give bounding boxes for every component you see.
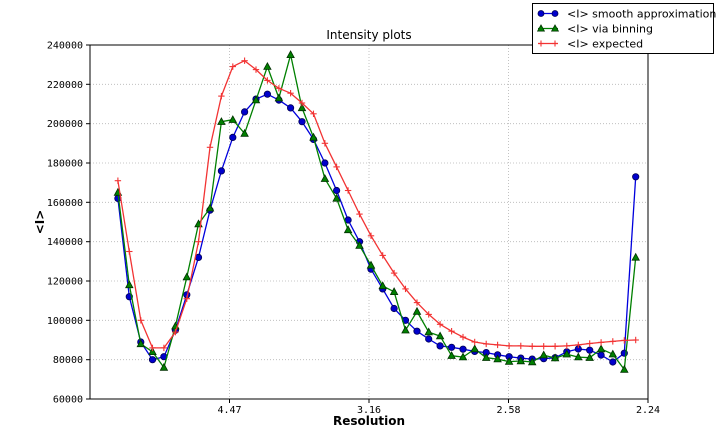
data-point-circle (241, 108, 249, 116)
legend-marker-circle (551, 10, 559, 17)
legend-label: <I> smooth approximation (567, 7, 716, 20)
data-point-triangle (527, 357, 537, 366)
data-point-circle (390, 304, 398, 313)
data-point-triangle (159, 362, 169, 371)
y-tick-label: 140000 (47, 237, 83, 248)
x-axis-label: Resolution (332, 414, 406, 428)
data-point-circle (459, 345, 467, 353)
data-point-triangle (504, 356, 514, 365)
series-smooth-approximation (114, 90, 640, 366)
data-point-circle (332, 186, 341, 195)
data-point-triangle (378, 281, 387, 290)
y-tick-label: 180000 (47, 159, 83, 170)
x-tick-label: 3.16 (357, 405, 381, 416)
series-line (117, 54, 637, 371)
data-point-circle (298, 118, 306, 126)
legend-label: <I> expected (567, 37, 643, 50)
y-tick-label: 220000 (47, 80, 83, 91)
data-point-triangle (596, 344, 606, 353)
data-point-circle (436, 342, 444, 350)
data-point-triangle (493, 354, 502, 363)
legend-label: <I> via binning (567, 22, 653, 35)
data-point-triangle (620, 364, 629, 373)
data-point-circle (217, 167, 225, 175)
y-tick-label: 60000 (53, 395, 83, 406)
chart-title: Intensity plots (326, 28, 412, 42)
data-point-triangle (355, 240, 364, 249)
data-point-circle (597, 351, 605, 359)
data-point-triangle (182, 272, 192, 281)
series-via-binning (113, 50, 640, 373)
data-point-triangle (412, 306, 422, 315)
data-point-triangle (251, 95, 261, 104)
legend-entry: <I> smooth approximation (537, 7, 716, 20)
data-point-circle (263, 90, 271, 98)
x-tick-label: 2.24 (636, 405, 660, 416)
data-point-triangle (148, 347, 157, 355)
data-point-circle (321, 159, 329, 167)
data-point-triangle (631, 252, 640, 261)
legend: <I> smooth approximation <I> via binning <… (532, 3, 716, 54)
x-tick-label: 4.47 (217, 405, 241, 416)
data-point-triangle (366, 260, 376, 269)
data-point-triangle (205, 203, 215, 212)
x-tick-label: 2.58 (496, 405, 520, 416)
data-point-triangle (240, 128, 249, 137)
y-axis-label: <I> (33, 209, 47, 235)
legend-marker-triangle (536, 24, 546, 32)
data-point-triangle (447, 351, 456, 359)
data-point-triangle (332, 193, 341, 202)
y-tick-label: 100000 (47, 316, 83, 327)
data-point-circle (413, 327, 421, 335)
data-point-triangle (309, 132, 318, 141)
data-point-triangle (389, 287, 399, 295)
data-point-triangle (481, 353, 491, 361)
data-point-triangle (343, 225, 353, 234)
data-point-circle (447, 343, 456, 351)
y-tick-label: 120000 (47, 277, 83, 288)
legend-entry: <I> expected (538, 37, 643, 50)
data-point-circle (286, 104, 295, 112)
data-point-triangle (458, 352, 468, 361)
legend-marker-circle (537, 10, 545, 17)
data-point-triangle (550, 353, 560, 362)
data-point-triangle (217, 117, 226, 125)
data-point-triangle (516, 356, 526, 365)
data-point-triangle (125, 280, 134, 289)
data-point-circle (148, 356, 157, 364)
data-point-triangle (574, 352, 583, 361)
data-point-circle (425, 335, 433, 343)
data-point-triangle (136, 339, 146, 348)
data-point-triangle (424, 327, 433, 336)
legend-box (532, 3, 714, 54)
data-point-triangle (608, 349, 618, 358)
series-line (117, 60, 636, 349)
data-point-triangle (320, 174, 330, 182)
data-point-triangle (228, 115, 238, 123)
series-line (117, 93, 637, 363)
legend-entry: <I> via binning (536, 22, 653, 35)
data-point-triangle (470, 344, 479, 353)
data-point-triangle (286, 50, 295, 58)
data-point-triangle (274, 93, 284, 102)
data-point-triangle (539, 350, 548, 359)
data-point-triangle (401, 325, 410, 334)
data-point-circle (229, 133, 237, 141)
y-tick-label: 240000 (47, 41, 83, 52)
data-point-triangle (263, 61, 272, 70)
data-point-triangle (585, 353, 594, 361)
legend-marker-triangle (550, 24, 560, 32)
y-tick-label: 160000 (47, 198, 83, 209)
series-expected (114, 57, 639, 352)
data-point-circle (609, 358, 617, 366)
data-point-triangle (435, 331, 445, 340)
data-point-circle (632, 173, 640, 181)
y-tick-label: 80000 (53, 355, 83, 366)
data-point-triangle (297, 103, 307, 112)
y-tick-label: 200000 (47, 119, 83, 130)
data-point-circle (586, 346, 594, 354)
data-point-triangle (562, 349, 572, 358)
